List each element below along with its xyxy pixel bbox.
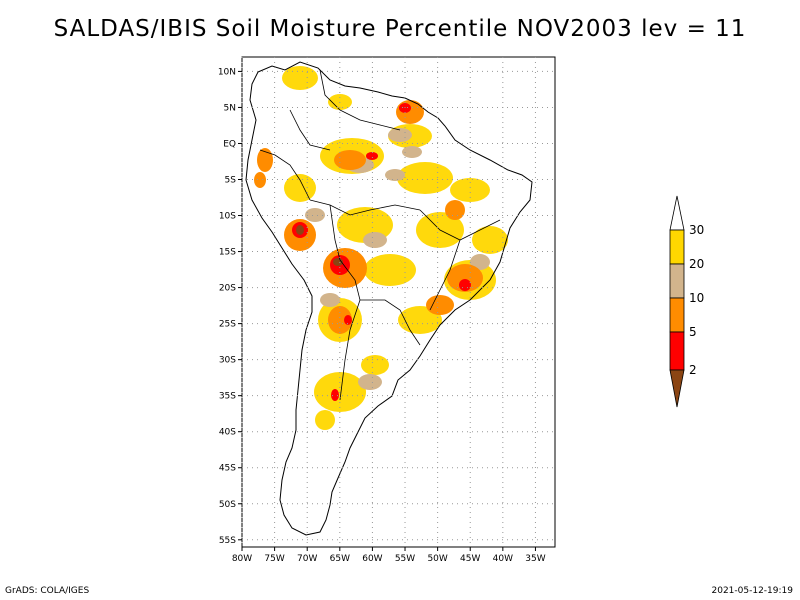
y-tick-label: 50S <box>219 500 236 510</box>
colorbar-bottom-arrow <box>669 369 685 408</box>
footer-timestamp: 2021-05-12-19:19 <box>711 586 794 596</box>
y-tick-label: 40S <box>219 428 236 438</box>
colorbar-label-30: 30 <box>689 223 704 237</box>
colorbar-swatch-5-10 <box>669 297 685 333</box>
colorbar-swatch-10-20 <box>669 263 685 299</box>
map-title: SALDAS/IBIS Soil Moisture Percentile NOV… <box>53 16 747 42</box>
x-tick-label: 45W <box>460 554 480 564</box>
x-tick-label: 55W <box>395 554 415 564</box>
x-tick-label: 50W <box>427 554 447 564</box>
colorbar-label-5: 5 <box>689 325 697 339</box>
footer-credit: GrADS: COLA/IGES <box>5 586 90 596</box>
y-tick-label: 10N <box>218 67 236 77</box>
country-borders <box>259 69 501 401</box>
x-tick-label: 80W <box>232 554 252 564</box>
x-tick-label: 35W <box>525 554 545 564</box>
y-axis: 10N 5N EQ 5S 10S 15S 20S 25S 30S 35S 40S 45S 50S 55S <box>218 67 242 546</box>
x-tick-label: 70W <box>297 554 317 564</box>
colorbar-label-20: 20 <box>689 257 704 271</box>
y-tick-label: EQ <box>223 139 236 149</box>
y-tick-label: 5N <box>224 103 236 113</box>
y-tick-label: 35S <box>219 392 236 402</box>
colorbar-label-2: 2 <box>689 363 697 377</box>
grid-lines <box>241 57 555 547</box>
colorbar-swatch-20-30 <box>669 229 685 265</box>
y-tick-label: 55S <box>219 536 236 546</box>
colorbar-label-10: 10 <box>689 291 704 305</box>
y-tick-label: 15S <box>219 248 236 258</box>
y-tick-label: 10S <box>219 212 236 222</box>
x-tick-label: 40W <box>493 554 513 564</box>
colorbar-swatch-2-5 <box>669 331 685 371</box>
x-axis: 80W 75W 70W 65W 60W 55W 50W 45W 40W 35W <box>232 547 546 564</box>
x-tick-label: 65W <box>330 554 350 564</box>
y-tick-label: 5S <box>225 176 237 186</box>
x-tick-label: 60W <box>362 554 382 564</box>
x-tick-label: 75W <box>264 554 284 564</box>
y-tick-label: 45S <box>219 464 236 474</box>
y-tick-label: 25S <box>219 320 236 330</box>
colorbar: 30 20 10 5 2 <box>669 195 704 408</box>
colorbar-top-arrow <box>669 195 685 231</box>
coastline <box>245 61 533 536</box>
y-tick-label: 30S <box>219 356 236 366</box>
y-tick-label: 20S <box>219 284 236 294</box>
